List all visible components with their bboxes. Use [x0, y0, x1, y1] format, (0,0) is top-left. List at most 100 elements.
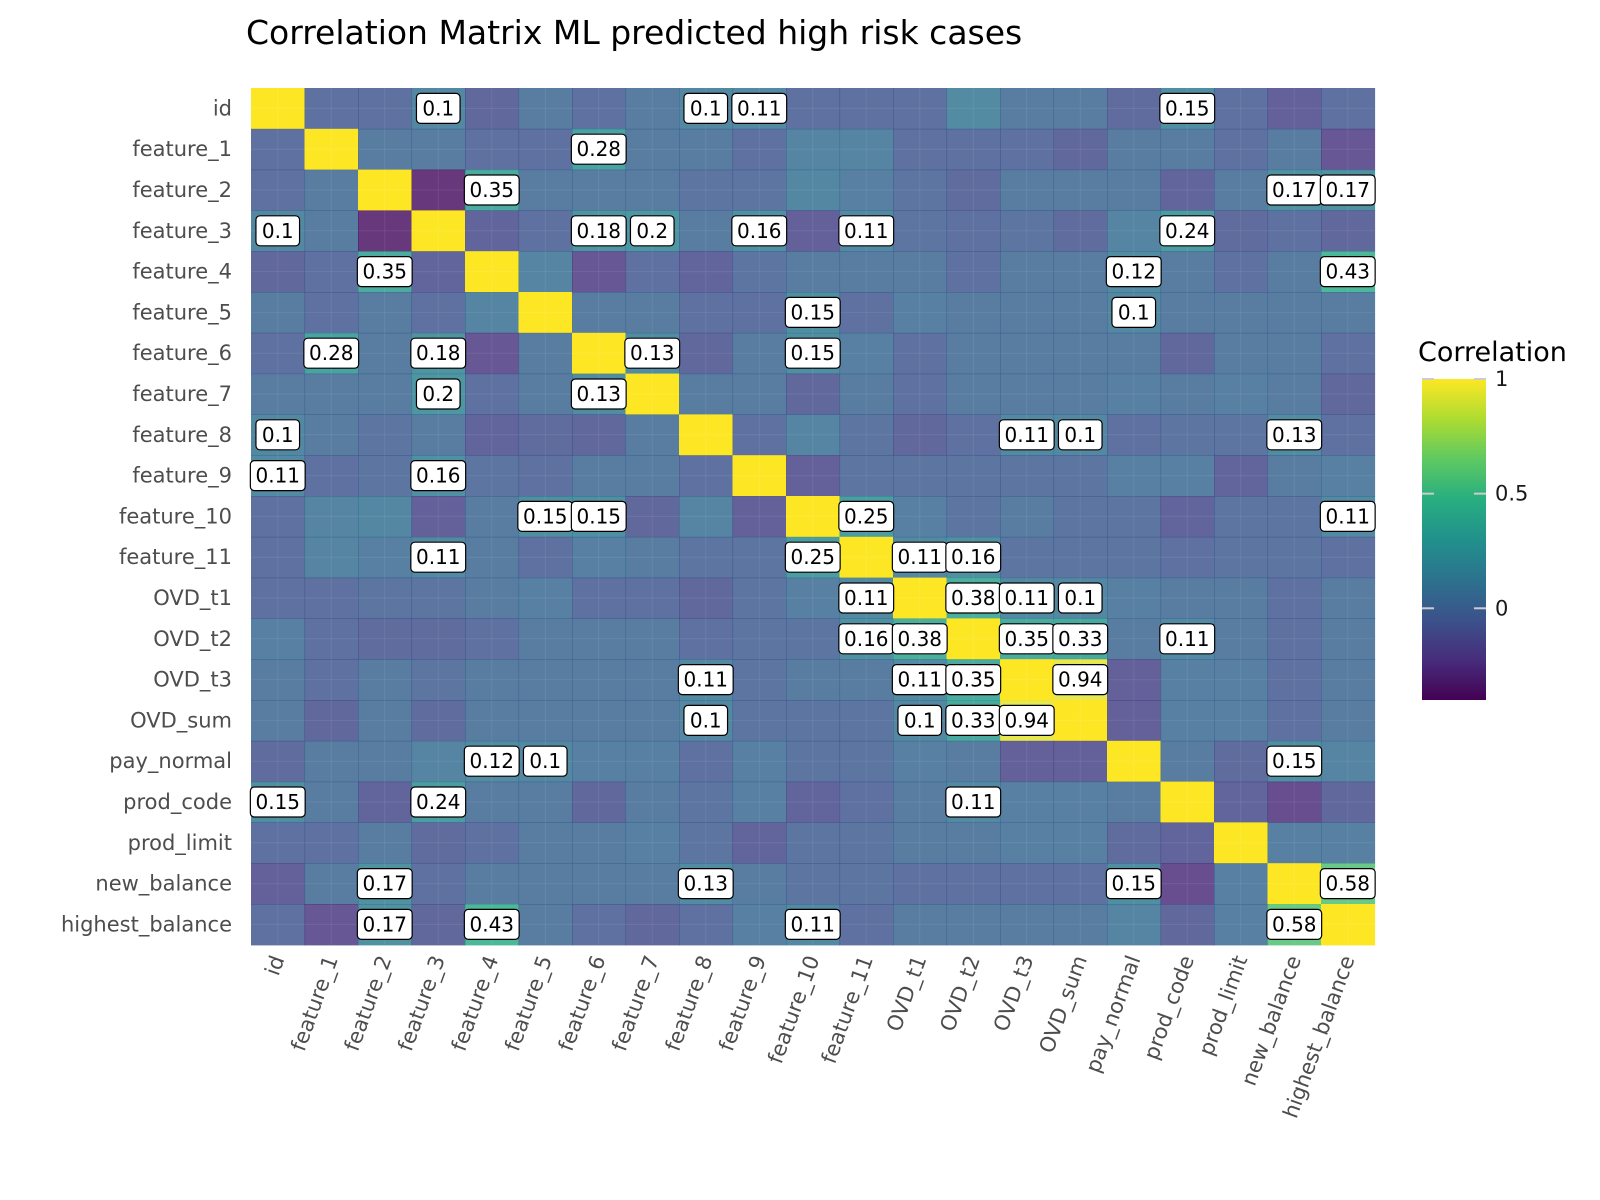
heatmap-cell: [1267, 210, 1322, 252]
cell-label-box: [1052, 623, 1109, 655]
heatmap-cell: [1000, 88, 1055, 130]
cell-value-label: 0.25: [790, 545, 835, 569]
heatmap-cell: [1214, 455, 1269, 497]
heatmap-cell: [465, 781, 520, 823]
heatmap-cell: [1107, 659, 1162, 701]
heatmap-cell: [893, 251, 948, 293]
heatmap-cell: [1053, 536, 1108, 579]
cell-value-label: 0.33: [1058, 627, 1103, 651]
heatmap-cell: [411, 822, 466, 864]
heatmap-cell: [304, 169, 359, 211]
heatmap-cell: [732, 904, 787, 946]
heatmap-cell: [572, 292, 627, 334]
cell-label-box: [522, 745, 568, 777]
heatmap-cell: [946, 740, 1001, 783]
cell-value-label: 0.13: [1272, 423, 1317, 447]
heatmap-cell: [732, 455, 787, 497]
cell-label-box: [784, 296, 841, 328]
heatmap-cell: [732, 822, 787, 864]
heatmap-cell: [1214, 822, 1269, 864]
heatmap-cell: [839, 455, 894, 497]
cell-value-label: 0.15: [1111, 872, 1156, 896]
y-tick-label: id: [213, 96, 232, 120]
heatmap-cell: [358, 781, 413, 823]
heatmap-cell: [572, 414, 627, 456]
heatmap-cell: [358, 455, 413, 497]
y-tick-label: feature_2: [132, 178, 232, 203]
cell-label-box: [410, 337, 467, 369]
heatmap-cell: [732, 577, 787, 619]
heatmap-cell: [304, 863, 359, 905]
heatmap-cell: [518, 659, 573, 701]
cell-value-label: 0.15: [1165, 96, 1210, 120]
heatmap-cell: [625, 740, 680, 783]
heatmap-cell: [893, 577, 948, 619]
legend-colorbar: [1422, 379, 1486, 700]
heatmap-cell: [251, 128, 306, 171]
cell-value-label: 0.15: [576, 504, 621, 528]
y-tick-label: feature_10: [119, 504, 232, 529]
cell-value-label: 0.1: [904, 708, 936, 732]
heatmap-cell: [465, 659, 520, 701]
heatmap-cell: [1214, 332, 1269, 375]
heatmap-cell: [679, 781, 734, 823]
cell-value-label: 0.11: [683, 668, 728, 692]
heatmap-cell: [1321, 414, 1376, 456]
heatmap-cell: [786, 373, 841, 415]
heatmap-cell: [1000, 740, 1055, 783]
heatmap-cell: [893, 496, 948, 538]
heatmap-cell: [411, 414, 466, 456]
heatmap-cell: [1267, 496, 1322, 538]
cell-value-label: 0.24: [416, 790, 461, 814]
cell-value-label: 0.35: [1004, 627, 1049, 651]
cell-label-box: [1111, 296, 1157, 328]
heatmap-cell: [572, 88, 627, 130]
cell-value-label: 0.24: [1165, 219, 1210, 243]
cell-label-box: [356, 908, 413, 941]
x-tick-label: feature_8: [661, 952, 719, 1054]
heatmap-cell: [411, 618, 466, 660]
x-tick-label: OVD_sum: [1035, 952, 1093, 1056]
heatmap-cell: [839, 88, 894, 130]
heatmap-cell: [786, 414, 841, 456]
heatmap-cell: [251, 577, 306, 619]
y-tick-label: OVD_t3: [153, 668, 232, 693]
heatmap-cell: [1000, 863, 1055, 905]
heatmap-cell: [786, 496, 841, 538]
heatmap-cell: [465, 251, 520, 293]
heatmap-cell: [358, 292, 413, 334]
heatmap-cell: [358, 536, 413, 579]
cell-label-box: [410, 460, 467, 492]
heatmap-cell: [358, 373, 413, 415]
heatmap-cell: [625, 496, 680, 538]
heatmap-cell: [251, 659, 306, 701]
heatmap-cell: [411, 740, 466, 783]
cell-value-label: 0.28: [309, 341, 354, 365]
heatmap-cell: [1321, 292, 1376, 334]
cell-label-box: [945, 541, 1002, 573]
cell-value-label: 0.15: [790, 300, 835, 324]
cell-label-box: [249, 460, 306, 492]
heatmap-cell: [1267, 373, 1322, 415]
heatmap-cell: [465, 373, 520, 415]
heatmap-cell: [893, 210, 948, 252]
cell-value-label: 0.25: [844, 504, 889, 528]
cell-value-label: 0.38: [951, 586, 996, 610]
cell-value-label: 0.11: [1165, 627, 1210, 651]
heatmap-cell: [411, 210, 466, 252]
heatmap-cell: [625, 169, 680, 211]
legend-title: Correlation: [1418, 337, 1567, 368]
heatmap-cell: [839, 169, 894, 211]
heatmap-cell: [1267, 781, 1322, 823]
heatmap-cell: [304, 822, 359, 864]
heatmap-cell: [786, 822, 841, 864]
heatmap-cell: [1053, 822, 1108, 864]
heatmap-cell: [732, 659, 787, 701]
cell-value-label: 0.1: [1064, 423, 1096, 447]
x-tick-label: feature_7: [607, 952, 665, 1054]
heatmap-cell: [518, 536, 573, 579]
heatmap-cell: [465, 128, 520, 171]
heatmap-cell: [1321, 332, 1376, 375]
cell-value-label: 0.11: [844, 219, 889, 243]
heatmap-cell: [625, 373, 680, 415]
